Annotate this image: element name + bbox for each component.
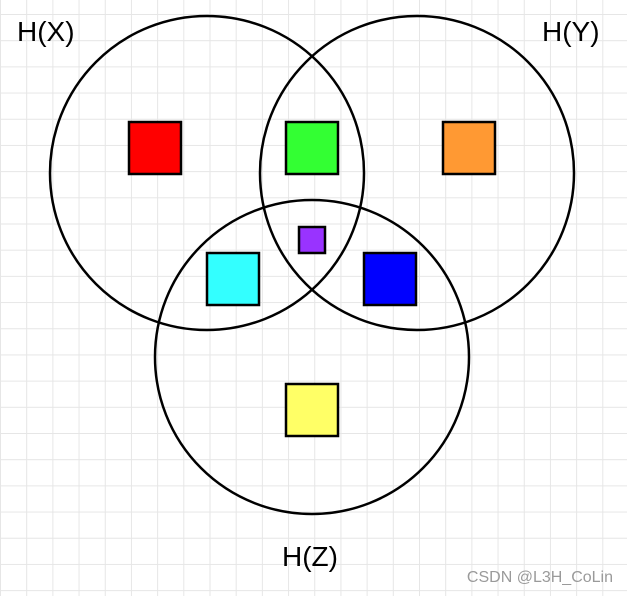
square-x-and-y [284, 120, 340, 176]
circle-hy [258, 14, 576, 332]
square-z-only [284, 382, 340, 438]
label-hz: H(Z) [282, 541, 338, 572]
square-x-y-z [297, 225, 327, 255]
label-hx: H(X) [17, 16, 75, 47]
square-x-and-z [205, 251, 261, 307]
label-hy: H(Y) [542, 16, 600, 47]
square-x-only [127, 120, 183, 176]
square-y-and-z [362, 251, 418, 307]
watermark: CSDN @L3H_CoLin [466, 569, 613, 586]
circle-hz [153, 198, 471, 516]
square-y-only [441, 120, 497, 176]
circle-hx [48, 14, 366, 332]
